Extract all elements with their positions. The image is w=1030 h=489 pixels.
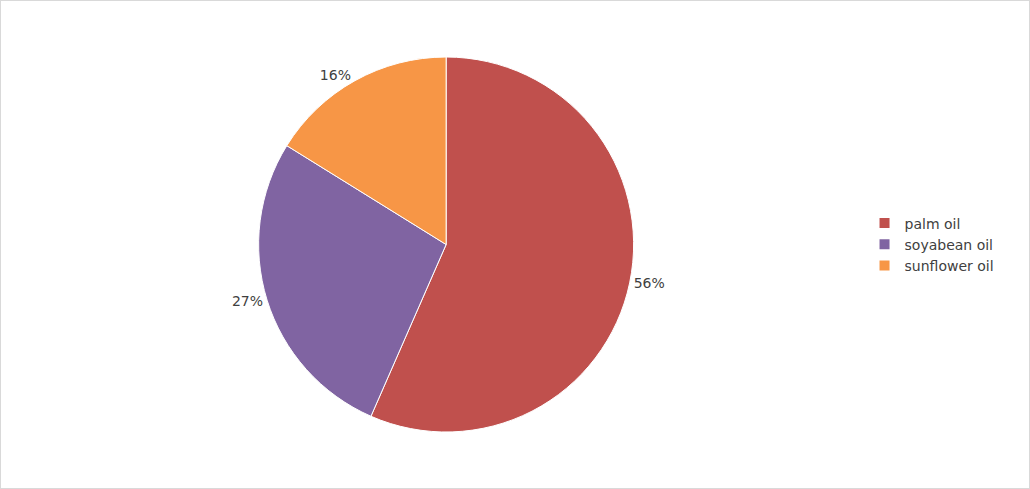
svg-text:56%: 56%: [634, 275, 665, 291]
svg-text:16%: 16%: [320, 67, 351, 83]
svg-text:sunflower oil: sunflower oil: [905, 258, 994, 274]
svg-text:soyabean oil: soyabean oil: [905, 237, 993, 253]
svg-text:27%: 27%: [232, 293, 263, 309]
svg-text:palm oil: palm oil: [905, 216, 961, 232]
